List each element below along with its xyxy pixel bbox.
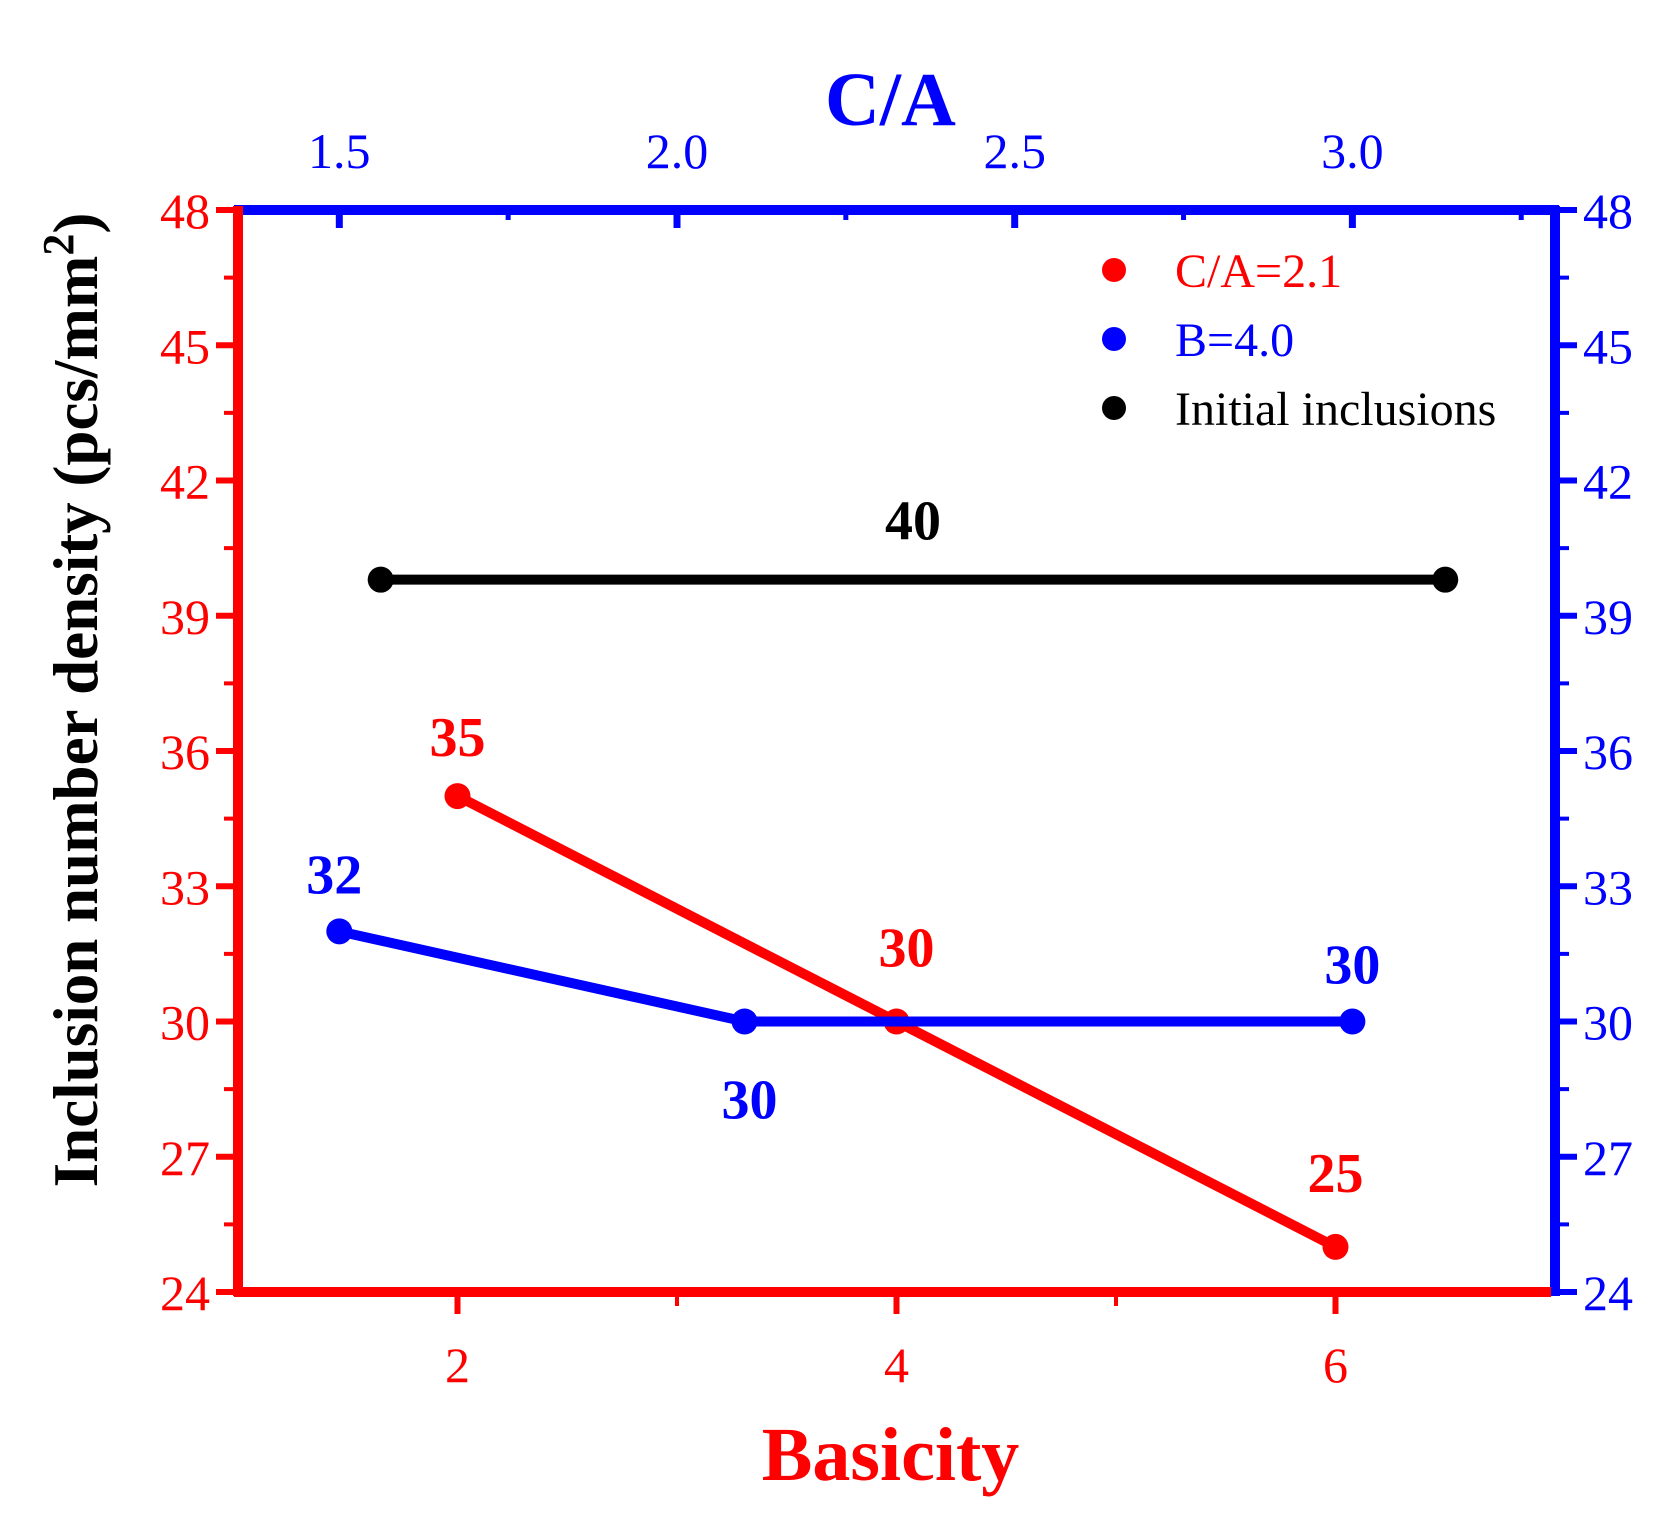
right-y-tick-label: 45 [1583,318,1633,374]
legend-label: B=4.0 [1175,314,1294,367]
top-x-tick-label: 1.5 [308,123,371,179]
legend-marker [1102,258,1126,282]
left-y-tick-label: 24 [160,1265,210,1321]
data-label-c-a-2-1: 35 [430,707,486,769]
top-x-tick-label: 3.0 [1321,123,1384,179]
right-y-tick-label: 24 [1583,1265,1633,1321]
right-y-tick-label: 27 [1583,1130,1633,1186]
left-y-tick-label: 45 [160,318,210,374]
data-labels: 35 30 25 32 30 30 40 [306,491,1380,1205]
data-label-b-4-0: 30 [1324,935,1380,997]
series-group [326,566,1459,1260]
y-axis-title: Inclusion number density (pcs/mm2) [34,213,111,1188]
bottom-x-tick-label: 2 [445,1337,470,1393]
y-axis-title-close: ) [41,213,111,234]
data-point-b-4-0 [326,918,353,945]
data-label-b-4-0: 30 [722,1070,778,1132]
right-y-tick-label: 30 [1583,995,1633,1051]
left-y-tick-label: 48 [160,183,210,239]
legend-label: C/A=2.1 [1175,245,1342,298]
plot-frame [233,205,1560,1297]
legend-marker [1102,327,1126,351]
bottom-x-tick-label: 6 [1323,1337,1348,1393]
legend-label: Initial inclusions [1175,383,1496,436]
left-y-tick-label: 27 [160,1130,210,1186]
data-label-b-4-0: 32 [306,844,362,906]
bottom-x-tick-label: 4 [884,1337,909,1393]
y-axis-title-superscript: 2 [34,234,83,256]
data-point-c-a-2-1 [1322,1233,1349,1260]
top-x-tick-label: 2.5 [983,123,1046,179]
data-label-initial-inclusions: 40 [885,491,941,553]
data-label-c-a-2-1: 25 [1308,1143,1364,1205]
data-label-c-a-2-1: 30 [879,918,935,980]
y-axis-title-main: Inclusion number density (pcs/mm [41,256,111,1188]
left-y-tick-label: 39 [160,589,210,645]
right-y-tick-label: 39 [1583,589,1633,645]
legend: C/A=2.1 B=4.0 Initial inclusions [1102,245,1496,436]
bottom-axis-title: Basicity [762,1413,1020,1497]
top-axis-title: C/A [825,58,956,142]
data-point-initial-inclusions [1432,566,1459,593]
axis-ticks [216,205,1577,1314]
left-y-tick-label: 42 [160,454,210,510]
left-y-tick-label: 36 [160,724,210,780]
left-y-tick-label: 33 [160,859,210,915]
data-point-c-a-2-1 [444,783,471,810]
data-point-initial-inclusions [367,566,394,593]
right-y-tick-label: 42 [1583,454,1633,510]
right-y-tick-label: 33 [1583,859,1633,915]
right-y-tick-label: 48 [1583,183,1633,239]
data-point-b-4-0 [731,1008,758,1035]
top-x-tick-label: 2.0 [646,123,709,179]
right-y-tick-label: 36 [1583,724,1633,780]
legend-marker [1102,396,1126,420]
data-point-b-4-0 [1339,1008,1366,1035]
left-y-tick-label: 30 [160,995,210,1051]
